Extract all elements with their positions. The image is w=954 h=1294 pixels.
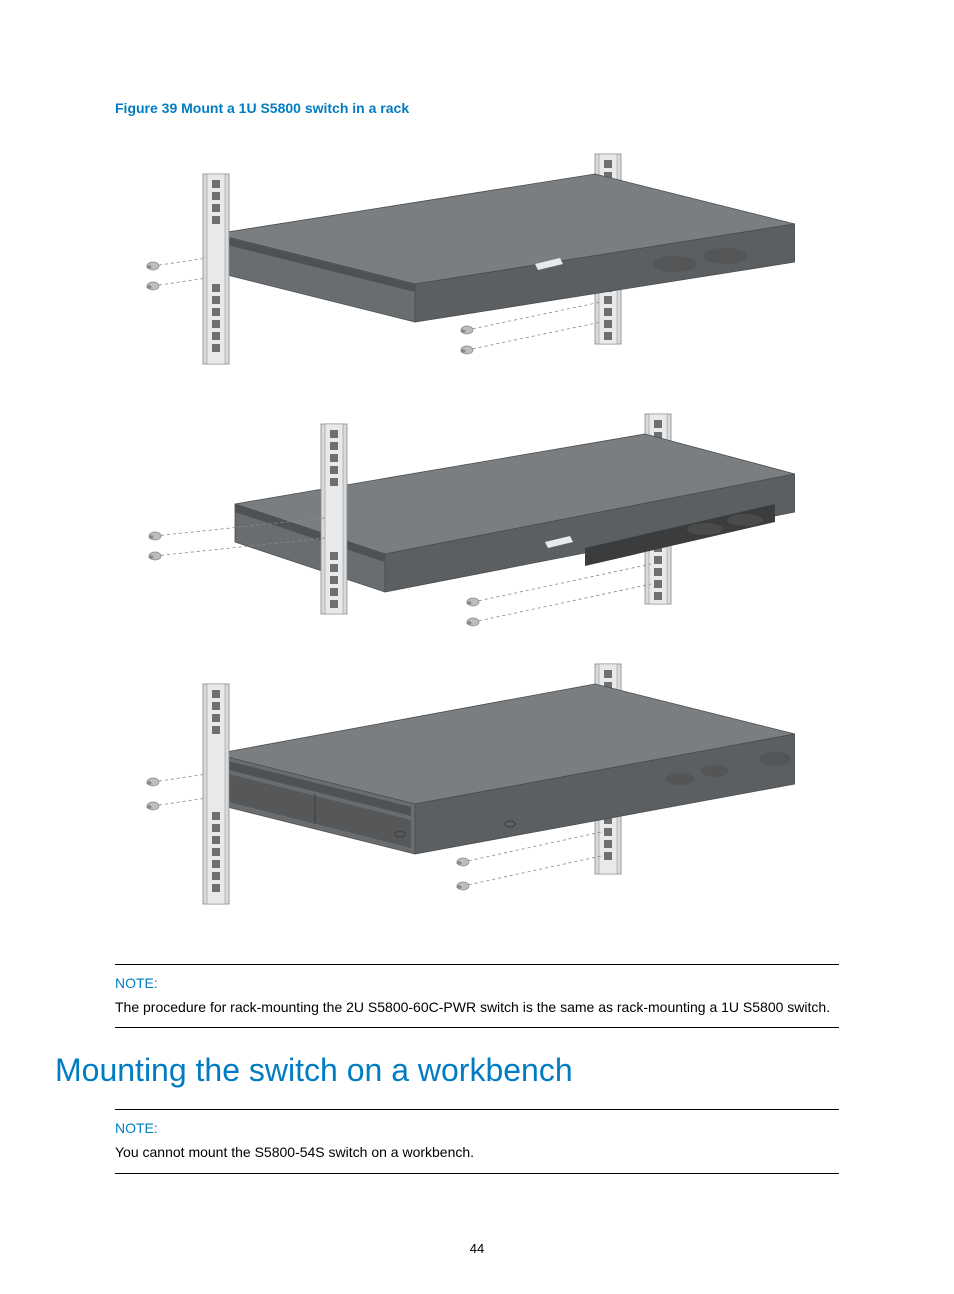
- note-box-1: NOTE: The procedure for rack-mounting th…: [115, 964, 839, 1028]
- section-heading: Mounting the switch on a workbench: [55, 1052, 839, 1089]
- note-text: You cannot mount the S5800-54S switch on…: [115, 1142, 839, 1162]
- note-label: NOTE:: [115, 975, 839, 991]
- rack-mount-diagram: [115, 134, 795, 934]
- note-box-2: NOTE: You cannot mount the S5800-54S swi…: [115, 1109, 839, 1173]
- note-text: The procedure for rack-mounting the 2U S…: [115, 997, 839, 1017]
- figure-caption: Figure 39 Mount a 1U S5800 switch in a r…: [115, 100, 839, 116]
- figure-container: [115, 134, 839, 934]
- page-number: 44: [0, 1241, 954, 1256]
- page-content: Figure 39 Mount a 1U S5800 switch in a r…: [0, 0, 954, 1258]
- note-label: NOTE:: [115, 1120, 839, 1136]
